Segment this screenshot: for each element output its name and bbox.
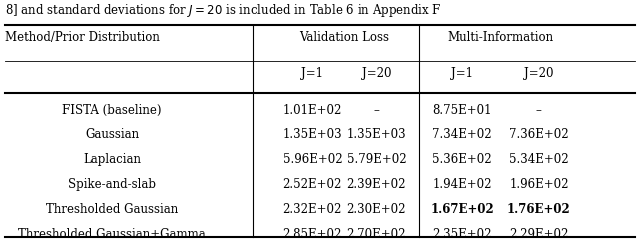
Text: 1.94E+02: 1.94E+02 [433,178,492,191]
Text: J=1: J=1 [451,67,473,80]
Text: 8] and standard deviations for $J = 20$ is included in Table 6 in Appendix F: 8] and standard deviations for $J = 20$ … [5,2,442,19]
Text: Multi-Information: Multi-Information [447,31,554,44]
Text: 7.34E+02: 7.34E+02 [432,128,492,141]
Text: 5.79E+02: 5.79E+02 [346,153,406,166]
Text: –: – [536,104,542,117]
Text: 1.35E+03: 1.35E+03 [346,128,406,141]
Text: 5.36E+02: 5.36E+02 [432,153,492,166]
Text: J=1: J=1 [301,67,323,80]
Text: 2.32E+02: 2.32E+02 [283,203,342,216]
Text: 1.67E+02: 1.67E+02 [430,203,494,216]
Text: 1.35E+03: 1.35E+03 [282,128,342,141]
Text: Gaussian: Gaussian [85,128,139,141]
Text: FISTA (baseline): FISTA (baseline) [62,104,162,117]
Text: 2.29E+02: 2.29E+02 [509,228,568,241]
Text: 1.76E+02: 1.76E+02 [507,203,571,216]
Text: 7.36E+02: 7.36E+02 [509,128,569,141]
Text: 2.35E+02: 2.35E+02 [433,228,492,241]
Text: Method/Prior Distribution: Method/Prior Distribution [5,31,160,44]
Text: Validation Loss: Validation Loss [300,31,389,44]
Text: 2.30E+02: 2.30E+02 [347,203,406,216]
Text: 1.96E+02: 1.96E+02 [509,178,568,191]
Text: 2.85E+02: 2.85E+02 [283,228,342,241]
Text: 5.96E+02: 5.96E+02 [282,153,342,166]
Text: Thresholded Gaussian+Gamma: Thresholded Gaussian+Gamma [18,228,206,241]
Text: 8.75E+01: 8.75E+01 [433,104,492,117]
Text: 2.52E+02: 2.52E+02 [283,178,342,191]
Text: J=20: J=20 [362,67,391,80]
Text: 2.39E+02: 2.39E+02 [347,178,406,191]
Text: Spike-and-slab: Spike-and-slab [68,178,156,191]
Text: –: – [373,104,380,117]
Text: Thresholded Gaussian: Thresholded Gaussian [46,203,178,216]
Text: 2.70E+02: 2.70E+02 [347,228,406,241]
Text: J=20: J=20 [524,67,554,80]
Text: 1.01E+02: 1.01E+02 [283,104,342,117]
Text: 5.34E+02: 5.34E+02 [509,153,569,166]
Text: Laplacian: Laplacian [83,153,141,166]
